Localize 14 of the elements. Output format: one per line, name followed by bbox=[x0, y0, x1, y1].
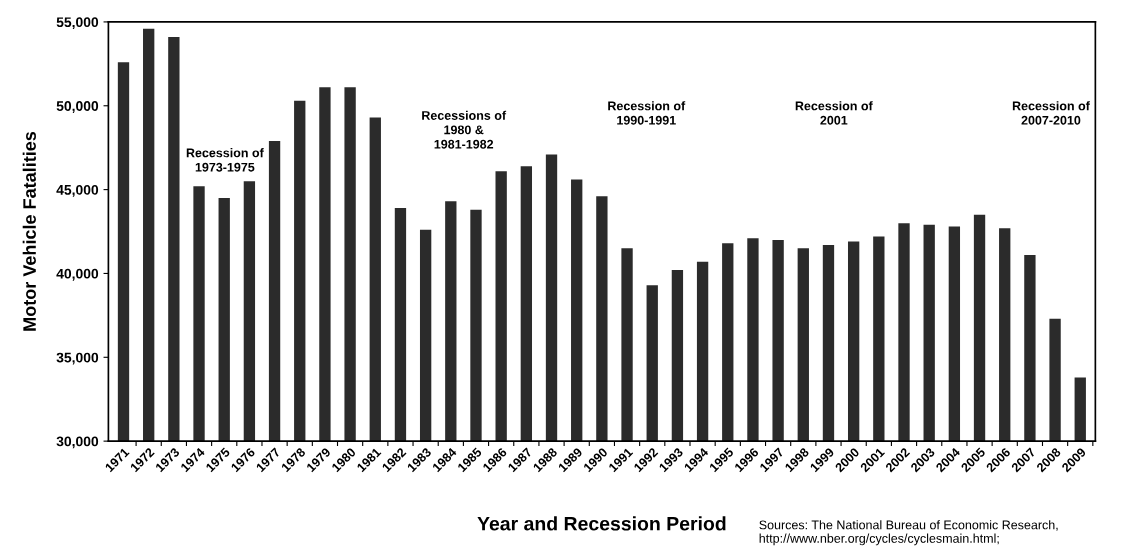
y-tick-label: 35,000 bbox=[56, 352, 99, 365]
annotation: Recession of 1990-1991 bbox=[608, 101, 686, 125]
y-tick-label: 50,000 bbox=[56, 101, 99, 113]
annotation: Recession of 1973-1975 bbox=[186, 148, 264, 172]
annotation: Recession of 2007-2010 bbox=[1012, 101, 1090, 125]
y-tick-label: 55,000 bbox=[56, 17, 99, 30]
y-tick-label: 45,000 bbox=[56, 184, 99, 197]
y-tick-label: 30,000 bbox=[56, 436, 99, 449]
x-axis-title: Year and Recession Period bbox=[477, 516, 726, 531]
y-tick-label: 40,000 bbox=[56, 268, 99, 281]
source-note: Sources: The National Bureau of Economic Research, http://www.nber.org/cycles/cyclesmain.html; bbox=[759, 520, 1058, 546]
y-axis-title: Motor Vehicle Fatalities bbox=[22, 131, 36, 331]
annotation: Recessions of 1980 & 1981-1982 bbox=[422, 110, 507, 149]
annotation: Recession of 2001 bbox=[795, 101, 873, 125]
